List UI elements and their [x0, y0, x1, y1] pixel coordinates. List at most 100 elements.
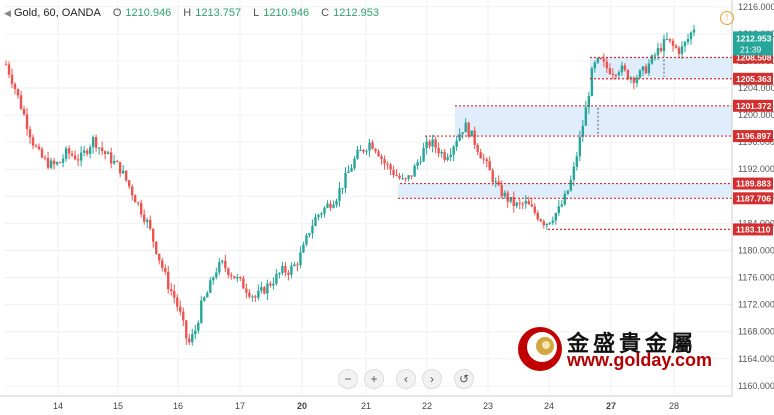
y-tick-label: 1196.000 — [738, 137, 774, 147]
candle-body — [380, 156, 383, 160]
candle-body — [515, 202, 518, 207]
candle-body — [386, 163, 389, 165]
candle-body — [365, 150, 368, 152]
candle-body — [443, 151, 446, 160]
candle-body — [659, 48, 663, 52]
candle-body — [224, 260, 227, 269]
candle-body — [161, 260, 164, 268]
candle-body — [434, 139, 437, 148]
candle-body — [362, 149, 365, 152]
candle-body — [257, 290, 260, 298]
candle-body — [130, 186, 134, 196]
candle-body — [446, 156, 449, 160]
open-value: 1210.946 — [125, 7, 172, 19]
candle-body — [79, 152, 83, 161]
y-tick-label: 1180.000 — [738, 245, 774, 255]
candle-body — [146, 219, 149, 222]
alert-icon[interactable]: ! — [720, 11, 734, 25]
candle-body — [497, 181, 500, 185]
candle-body — [338, 188, 341, 201]
candle-body — [106, 152, 110, 154]
candle-body — [64, 148, 68, 159]
candle-body — [176, 297, 179, 307]
candle-body — [416, 162, 419, 166]
candle-body — [227, 268, 230, 275]
candle-body — [272, 283, 275, 286]
level-badge — [733, 72, 773, 85]
candle-body — [398, 175, 401, 179]
candle-body — [109, 152, 113, 164]
candle-body — [494, 181, 497, 183]
candle-body — [215, 272, 218, 278]
candle-body — [482, 158, 485, 160]
candle-body — [350, 168, 353, 172]
candle-body — [518, 202, 521, 204]
candle-body — [683, 41, 687, 47]
support-resistance-zones — [398, 57, 732, 199]
candle-body — [428, 141, 431, 147]
candle-body — [608, 68, 612, 74]
candle-body — [293, 264, 296, 267]
candle-body — [212, 277, 215, 281]
x-tick-label: 27 — [606, 401, 616, 411]
y-tick-label: 1192.000 — [738, 164, 774, 174]
symbol-label[interactable]: Gold, 60, OANDA — [14, 7, 101, 19]
candle-body — [377, 151, 380, 157]
golday-logo-icon — [518, 327, 562, 371]
candle-body — [49, 160, 53, 168]
x-axis: 14 15 16 17 20 21 22 23 24 27 28 — [0, 395, 732, 411]
candle-body — [197, 322, 200, 331]
candle-body — [103, 151, 107, 154]
y-tick-label: 1204.000 — [738, 83, 774, 93]
candle-body — [118, 162, 122, 174]
zoom-out-button[interactable]: − — [338, 369, 358, 389]
candle-body — [13, 83, 17, 90]
scroll-right-button[interactable]: › — [422, 369, 442, 389]
candle-body — [692, 29, 696, 33]
candle-body — [596, 58, 600, 63]
high-value: 1213.757 — [195, 7, 242, 19]
low-value: 1210.946 — [263, 7, 310, 19]
chart-header: Gold, 60, OANDA O 1210.946 H 1213.757 L 121… — [14, 7, 379, 19]
candle-body — [620, 65, 624, 73]
candle-body — [419, 161, 422, 163]
candle-body — [656, 48, 660, 56]
level-badge-text: 1208.508 — [736, 52, 772, 62]
candle-body — [488, 161, 491, 171]
candle-body — [422, 147, 425, 162]
candle-body — [689, 32, 693, 40]
candle-body — [70, 153, 74, 156]
collapse-icon[interactable]: ◀ — [4, 8, 11, 18]
candle-body — [668, 38, 672, 41]
high-label: H — [183, 7, 192, 19]
level-badge-text: 1201.372 — [736, 101, 772, 111]
candle-body — [10, 74, 14, 84]
candle-body — [221, 260, 224, 263]
candle-body — [617, 72, 621, 76]
candle-body — [158, 253, 161, 261]
candle-body — [344, 172, 347, 188]
candle-body — [452, 146, 455, 155]
candle-body — [599, 58, 603, 60]
candle-body — [677, 47, 681, 54]
scroll-left-button[interactable]: ‹ — [396, 369, 416, 389]
candle-body — [395, 174, 398, 176]
level-badge-text: 1196.897 — [736, 131, 771, 141]
candle-body — [133, 195, 137, 203]
candle-body — [308, 233, 311, 236]
y-tick-label: 1216.000 — [738, 2, 774, 12]
zoom-in-button[interactable]: + — [364, 369, 384, 389]
candle-body — [605, 61, 609, 69]
x-tick-label: 22 — [422, 401, 432, 411]
x-tick-label: 17 — [235, 401, 245, 411]
candle-body — [40, 149, 44, 158]
candle-body — [578, 136, 582, 157]
reset-chart-button[interactable]: ↺ — [454, 369, 474, 389]
candle-body — [88, 147, 92, 154]
candle-body — [536, 212, 539, 220]
candle-body — [479, 152, 482, 159]
candle-body — [680, 46, 684, 54]
candle-body — [626, 69, 630, 80]
candle-body — [269, 283, 272, 286]
